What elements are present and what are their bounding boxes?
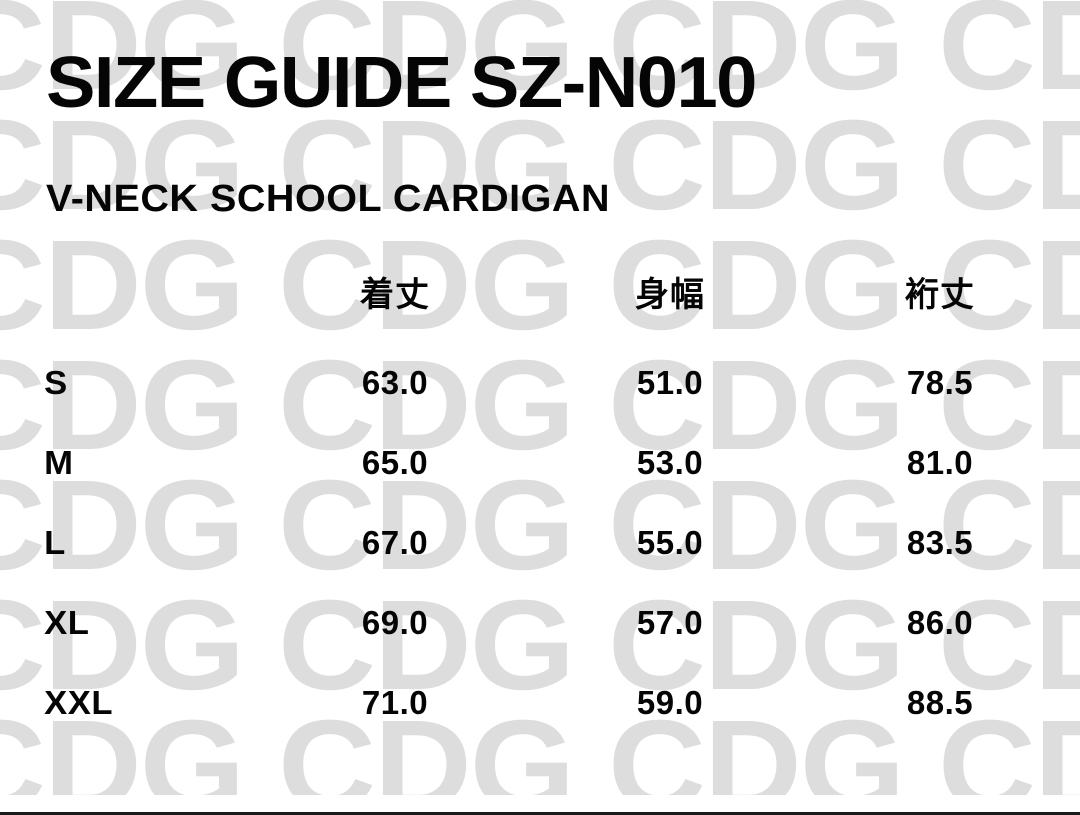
column-header-size	[0, 255, 250, 327]
table-row: S 63.0 51.0 78.5	[0, 343, 1080, 423]
width-value: 51.0	[636, 364, 704, 401]
table-row: XXL 71.0 59.0 88.5	[0, 663, 1080, 743]
width-value: 53.0	[636, 444, 704, 481]
sleeve-value: 88.5	[906, 684, 974, 721]
spacer-cell	[540, 327, 800, 343]
length-value: 67.0	[361, 524, 429, 561]
width-value: 55.0	[636, 524, 704, 561]
size-measurements-table: 着丈 身幅 裄丈 S 63.0 51.0 78.5 M 65.0 53.0 81.0 L 67.0…	[0, 255, 1080, 743]
width-value: 59.0	[636, 684, 704, 721]
size-label: M	[44, 444, 74, 481]
length-value: 69.0	[361, 604, 429, 641]
size-label: L	[44, 524, 66, 561]
size-label: XXL	[44, 684, 114, 721]
table-row: L 67.0 55.0 83.5	[0, 503, 1080, 583]
length-value: 71.0	[361, 684, 429, 721]
sleeve-value: 83.5	[906, 524, 974, 561]
page-title: SIZE GUIDE SZ-N010	[46, 43, 757, 123]
spacer-cell	[800, 327, 1080, 343]
spacer-cell	[0, 327, 250, 343]
table-row: XL 69.0 57.0 86.0	[0, 583, 1080, 663]
table-row: M 65.0 53.0 81.0	[0, 423, 1080, 503]
column-header-width: 身幅	[635, 274, 705, 315]
table-header: 着丈 身幅 裄丈	[0, 255, 1080, 343]
product-name-subtitle: V-NECK SCHOOL CARDIGAN	[46, 178, 611, 220]
sleeve-value: 78.5	[906, 364, 974, 401]
size-guide-content: SIZE GUIDE SZ-N010 V-NECK SCHOOL CARDIGA…	[0, 43, 1080, 743]
length-value: 63.0	[361, 364, 429, 401]
header-spacer	[0, 327, 1080, 343]
column-header-sleeve: 裄丈	[905, 274, 975, 315]
size-label: XL	[44, 604, 90, 641]
width-value: 57.0	[636, 604, 704, 641]
sleeve-value: 86.0	[906, 604, 974, 641]
sleeve-value: 81.0	[906, 444, 974, 481]
table-body: S 63.0 51.0 78.5 M 65.0 53.0 81.0 L 67.0 55.0 83.5 X…	[0, 343, 1080, 743]
size-label: S	[44, 364, 68, 401]
spacer-cell	[250, 327, 540, 343]
header-row: 着丈 身幅 裄丈	[0, 255, 1080, 327]
length-value: 65.0	[361, 444, 429, 481]
column-header-length: 着丈	[360, 274, 430, 315]
